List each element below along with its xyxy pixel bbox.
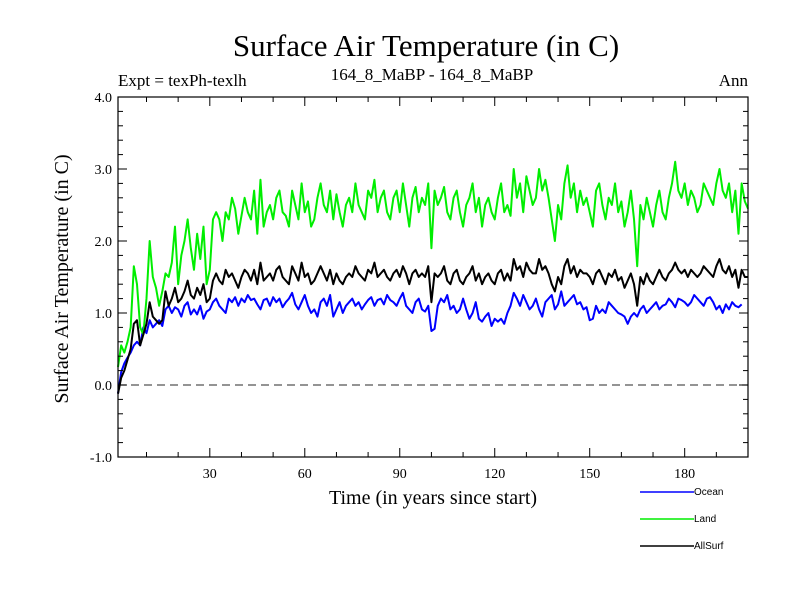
y-tick-label: -1.0 xyxy=(90,451,112,466)
series-line-allsurf xyxy=(117,258,748,394)
y-axis-label: Surface Air Temperature (in C) xyxy=(51,154,73,403)
x-tick-label: 150 xyxy=(579,467,600,482)
y-tick-label: 2.0 xyxy=(95,235,113,250)
plot-frame xyxy=(117,96,749,458)
x-tick-label: 30 xyxy=(203,467,217,482)
x-tick-label: 60 xyxy=(298,467,312,482)
legend-label-ocean: Ocean xyxy=(694,487,723,498)
x-tick-label: 90 xyxy=(393,467,407,482)
chart-title: Surface Air Temperature (in C) xyxy=(233,28,619,63)
y-tick-label: 0.0 xyxy=(95,379,113,394)
legend-label-land: Land xyxy=(694,514,716,525)
y-tick-label: 4.0 xyxy=(95,91,113,106)
series-line-land xyxy=(117,160,749,368)
experiment-label: Expt = texPh-texlh xyxy=(118,71,247,90)
legend-label-allsurf: AllSurf xyxy=(694,541,724,552)
legend: Ocean Land AllSurf xyxy=(640,487,724,552)
season-label: Ann xyxy=(719,71,749,90)
y-tick-label: 1.0 xyxy=(95,307,113,322)
run-label: 164_8_MaBP - 164_8_MaBP xyxy=(331,65,533,84)
x-tick-label: 180 xyxy=(674,467,695,482)
y-tick-label: 3.0 xyxy=(95,163,113,178)
x-axis-label: Time (in years since start) xyxy=(329,487,537,509)
x-tick-label: 120 xyxy=(484,467,505,482)
series-line-ocean xyxy=(117,290,743,394)
